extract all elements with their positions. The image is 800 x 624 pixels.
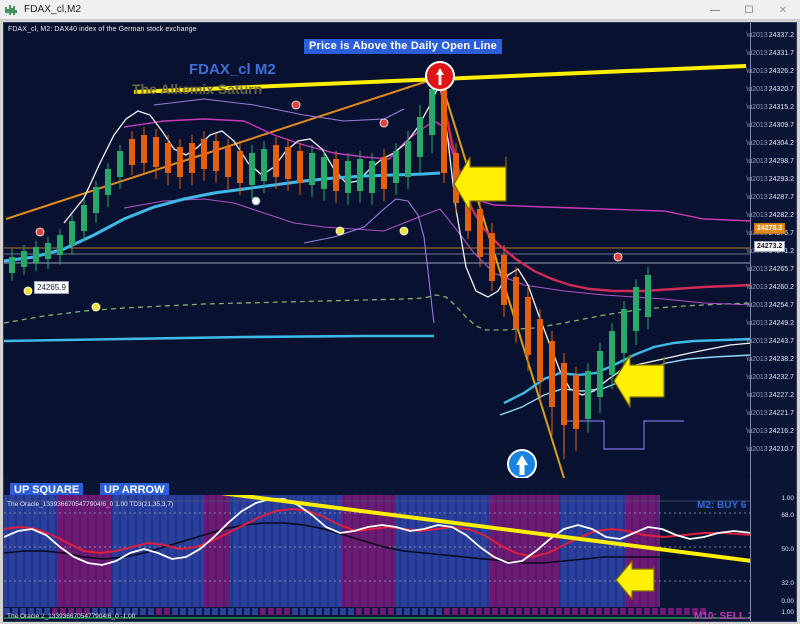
- osc-tick: 50.0: [781, 546, 794, 553]
- chart-icon: [5, 4, 19, 16]
- price-tick: \u201324337.2: [746, 32, 794, 39]
- oscillator2-pane[interactable]: The Oracle 2_1339366705477904!6_0 -1.00 …: [4, 607, 752, 622]
- osc2-tick: 0.00: [781, 621, 794, 622]
- price-tick: \u201324320.7: [746, 86, 794, 93]
- current-price-label: 24278.3: [754, 223, 786, 234]
- oscillator-label-2: The Oracle 2_1339366705477904!6_0 -1.00: [7, 613, 136, 620]
- page-title: FDAX_cl M2: [189, 61, 276, 78]
- maximize-button[interactable]: ☐: [744, 4, 754, 16]
- price-tick: \u201324293.2: [746, 176, 794, 183]
- price-tick: \u201324265.7: [746, 266, 794, 273]
- annotation-arrow-1: [453, 156, 507, 212]
- daily-open-banner: Price is Above the Daily Open Line: [304, 39, 502, 54]
- price-plot: [4, 61, 752, 478]
- osc2-tick: 1.00: [781, 609, 794, 616]
- close-button[interactable]: ✕: [778, 4, 788, 16]
- osc-tick: 0.00: [781, 598, 794, 605]
- price-tick: \u201324227.2: [746, 392, 794, 399]
- price-tick: \u201324232.7: [746, 374, 794, 381]
- price-tick: \u201324331.7: [746, 50, 794, 57]
- chart-window[interactable]: FDAX_cl, M2: DAX40 index of the German s…: [3, 22, 797, 622]
- chart-subtitle: FDAX_cl, M2: DAX40 index of the German s…: [8, 26, 197, 33]
- oscillator-plot: [4, 495, 752, 607]
- price-tick: \u201324315.2: [746, 104, 794, 111]
- sell-signal-marker: [425, 61, 455, 91]
- window-titlebar: FDAX_cl,M2 — ☐ ✕: [0, 0, 800, 20]
- osc-tick: 1.00: [781, 495, 794, 502]
- ask-price-label: 24273.2: [754, 241, 786, 252]
- watermark: The Alkemix Saturn: [132, 81, 263, 97]
- price-tick: \u201324221.7: [746, 410, 794, 417]
- osc-tick: 68.0: [781, 512, 794, 519]
- price-tick: \u201324238.2: [746, 356, 794, 363]
- side-label-buy: M2: BUY 6: [697, 500, 747, 511]
- price-tick: \u201324282.2: [746, 212, 794, 219]
- annotation-arrow-2: [613, 354, 665, 408]
- badge-up-square: UP SQUARE: [10, 483, 84, 498]
- badge-up-arrow: UP ARROW: [100, 483, 169, 498]
- oscillator-label-1: The Oracle_1339366705477904!6_0 1.00 TD3…: [7, 501, 174, 508]
- price-scale[interactable]: \u201324337.2 \u201324331.7 \u201324326.…: [746, 23, 796, 622]
- price-tick: \u201324260.2: [746, 284, 794, 291]
- price-tick: \u201324326.2: [746, 68, 794, 75]
- annotation-arrow-3: [615, 560, 655, 600]
- price-tick: \u201324210.7: [746, 446, 794, 453]
- price-tick: \u201324298.7: [746, 158, 794, 165]
- price-tick: \u201324249.2: [746, 320, 794, 327]
- side-label-sell: M10: SELL 2: [694, 611, 752, 622]
- price-tick: \u201324216.2: [746, 428, 794, 435]
- price-tick: \u201324309.7: [746, 122, 794, 129]
- window-title: FDAX_cl,M2: [24, 4, 82, 15]
- window-controls: — ☐ ✕: [698, 0, 800, 20]
- buy-signal-marker: [507, 449, 537, 478]
- minimize-button[interactable]: —: [710, 4, 720, 16]
- osc-tick: 32.0: [781, 580, 794, 587]
- price-tick: \u201324243.7: [746, 338, 794, 345]
- price-pane[interactable]: FDAX_cl, M2: DAX40 index of the German s…: [4, 23, 752, 478]
- price-tick: \u201324254.7: [746, 302, 794, 309]
- left-price-tag: 24265.9: [34, 281, 69, 294]
- oscillator-pane[interactable]: The Oracle_1339366705477904!6_0 1.00 TD3…: [4, 495, 752, 607]
- price-tick: \u201324287.7: [746, 194, 794, 201]
- price-tick: \u201324304.2: [746, 140, 794, 147]
